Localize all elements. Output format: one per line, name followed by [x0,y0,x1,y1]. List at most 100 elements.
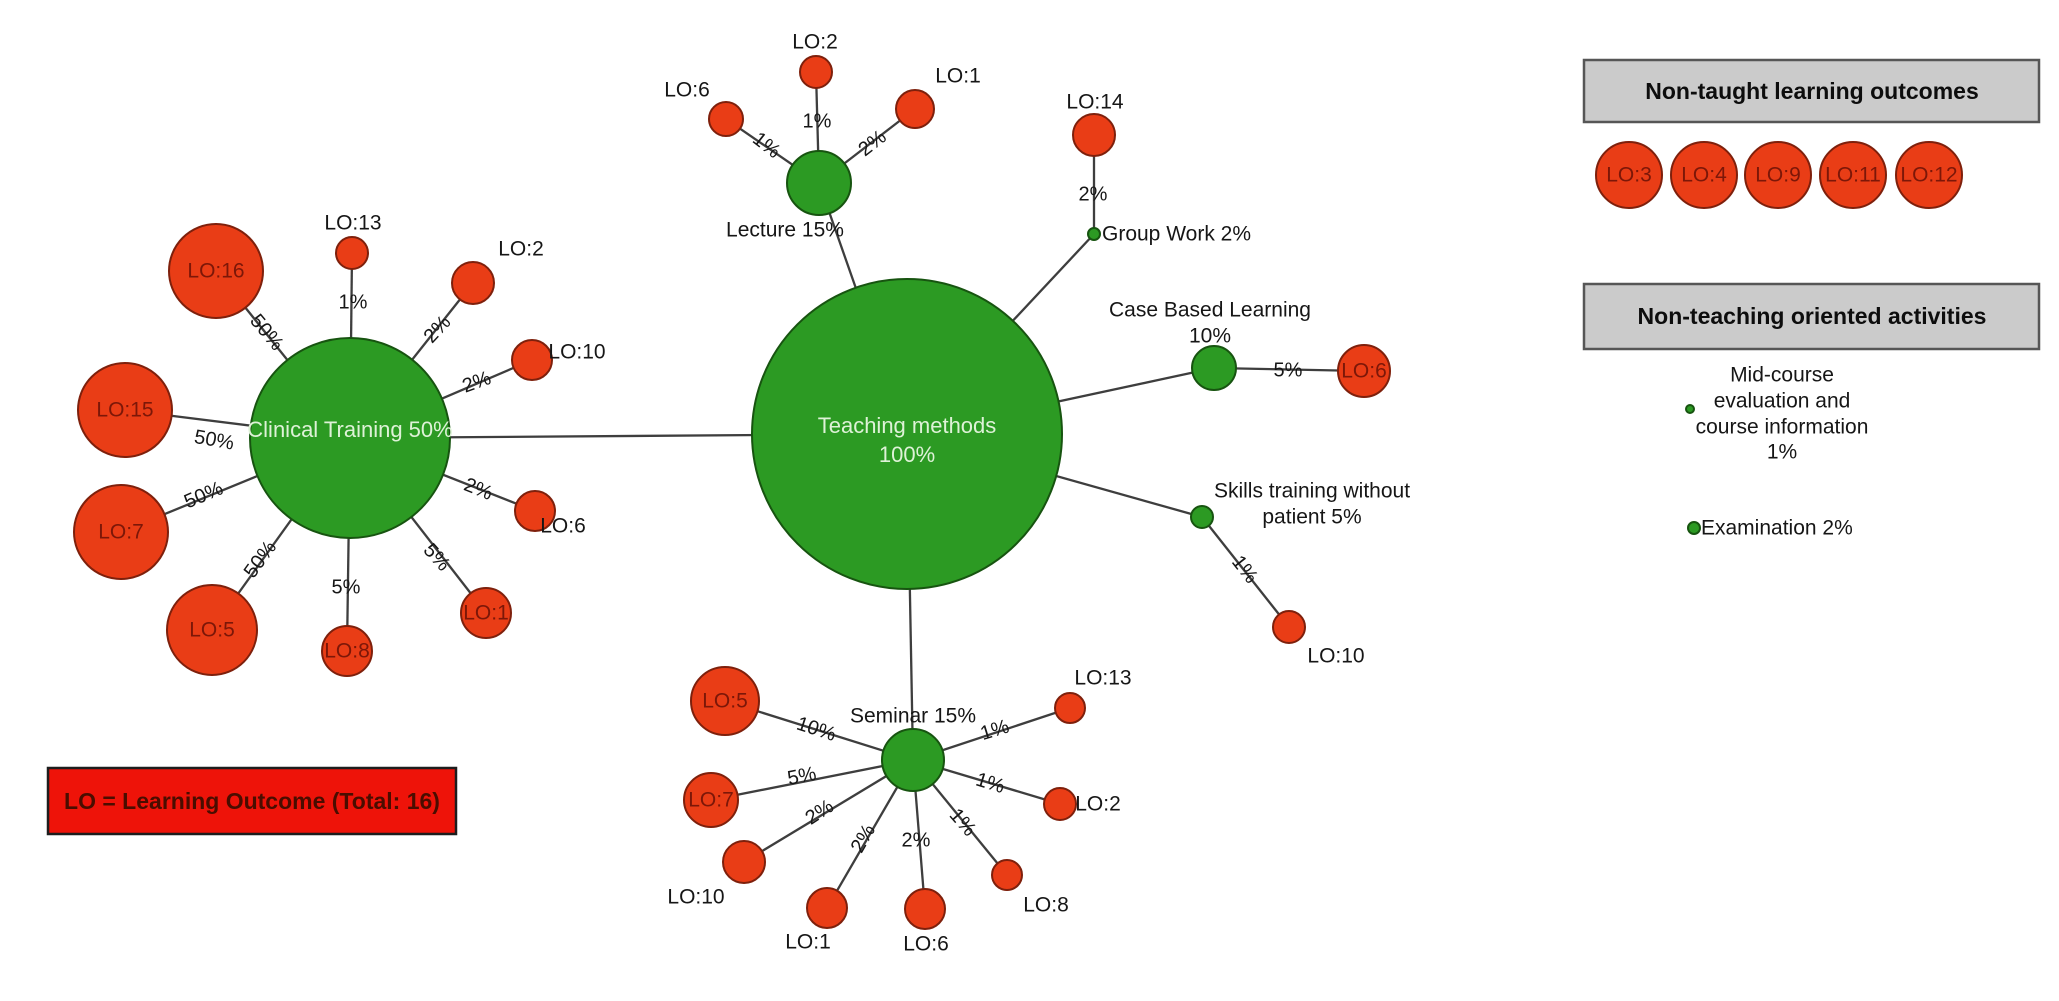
non-teaching-header-box [1582,282,2041,351]
case-based-lo6-pct: 5% [1274,359,1303,381]
non-taught-lo12-label: LO:12 [1900,164,1957,187]
clinical-lo13-pct: 1% [339,291,368,313]
lecture-lo6-pct: 1% [748,128,784,163]
clinical-lo15-pct: 50% [193,426,236,455]
lecture-lo6-label: LO:6 [664,79,710,102]
clinical-lo7-label: LO:7 [98,521,144,544]
mid-course-label-line3: course information [1696,416,1869,439]
case-based-label-line2: 10% [1189,325,1231,348]
skills-label-line1: Skills training without [1214,480,1410,503]
seminar-lo5-label: LO:5 [702,690,748,713]
clinical-lo10-label: LO:10 [548,341,605,364]
seminar-label: Seminar 15% [850,705,976,728]
node-clinical-lo16 [168,223,264,319]
edge-seminar-lo7 [710,758,914,802]
group-work-lo14-pct: 2% [1079,183,1108,205]
examination-label: Examination 2% [1701,517,1853,540]
node-clinical-lo15 [77,362,173,458]
clinical-lo7-pct: 50% [181,477,227,513]
node-group-work-lo14 [1072,113,1116,157]
mid-course-label-line2: evaluation and [1714,390,1851,413]
clinical-lo2-label: LO:2 [498,238,544,261]
node-seminar [881,728,945,792]
skills-label-line2: patient 5% [1262,506,1361,529]
non-teaching-header-title: Non-teaching oriented activities [1638,303,1987,329]
mid-course-label-line1: Mid-course [1730,364,1834,387]
case-based-lo6-label: LO:6 [1341,360,1387,383]
node-clinical-lo1 [460,587,512,639]
node-seminar-lo8 [991,859,1023,891]
node-lecture-lo2 [799,55,833,89]
edge-skills-lo10 [1201,516,1290,628]
clinical-training-label: Clinical Training 50% [247,417,452,442]
clinical-lo6-pct: 2% [461,474,496,505]
node-clinical-lo6 [514,490,556,532]
non-taught-lo4-label: LO:4 [1681,164,1727,187]
seminar-lo6-label: LO:6 [903,933,949,956]
node-clinical-lo10 [511,339,553,381]
node-layer [73,55,1963,930]
node-non-taught-lo11 [1819,141,1887,209]
teaching-methods-label-line1: Teaching methods [818,413,997,438]
seminar-lo6-pct: 2% [902,829,931,851]
node-clinical-lo8 [321,625,373,677]
lecture-label: Lecture 15% [726,219,844,242]
node-case-based-lo6 [1337,344,1391,398]
node-lecture-lo1 [895,89,935,129]
clinical-lo1-pct: 5% [419,539,455,575]
node-group-work [1087,227,1101,241]
node-skills-training [1190,505,1214,529]
seminar-lo13-pct: 1% [978,716,1012,746]
non-taught-header-box [1582,58,2041,124]
clinical-lo8-label: LO:8 [324,640,370,663]
node-seminar-lo1 [806,887,848,929]
node-teaching-methods [751,278,1063,590]
legend-text: LO = Learning Outcome (Total: 16) [64,788,440,814]
node-mid-course-evaluation [1685,404,1695,414]
node-lecture-lo6 [708,101,744,137]
clinical-lo15-label: LO:15 [96,399,153,422]
lecture-lo2-pct: 1% [803,110,832,132]
node-non-taught-lo12 [1895,141,1963,209]
skills-lo10-label: LO:10 [1307,645,1364,668]
seminar-lo5-pct: 10% [794,713,839,746]
mid-course-label-line4: 1% [1767,441,1797,464]
node-non-taught-lo4 [1670,141,1738,209]
node-seminar-lo5 [690,666,760,736]
node-seminar-lo2 [1043,787,1077,821]
seminar-lo7-label: LO:7 [688,789,734,812]
seminar-lo2-label: LO:2 [1075,793,1121,816]
node-seminar-lo10 [722,840,766,884]
node-skills-lo10 [1272,610,1306,644]
seminar-lo10-label: LO:10 [667,886,724,909]
non-taught-lo3-label: LO:3 [1606,164,1652,187]
seminar-lo8-label: LO:8 [1023,894,1069,917]
node-lecture [786,150,852,216]
clinical-lo8-pct: 5% [332,576,361,598]
seminar-lo2-pct: 1% [973,769,1007,799]
seminar-lo13-label: LO:13 [1074,667,1131,690]
clinical-lo6-label: LO:6 [540,515,586,538]
node-seminar-lo7 [683,772,739,828]
node-clinical-lo7 [73,484,169,580]
node-non-taught-lo3 [1595,141,1663,209]
clinical-lo16-label: LO:16 [187,260,244,283]
node-seminar-lo13 [1054,692,1086,724]
node-examination [1687,521,1701,535]
node-clinical-training [249,337,451,539]
seminar-lo1-label: LO:1 [785,931,831,954]
non-taught-lo11-label: LO:11 [1825,164,1881,187]
node-non-taught-lo9 [1744,141,1812,209]
clinical-lo1-label: LO:1 [463,602,509,625]
teaching-methods-label-line2: 100% [879,442,935,467]
non-taught-lo9-label: LO:9 [1755,164,1801,187]
group-work-label: Group Work 2% [1102,223,1251,246]
non-taught-header-title: Non-taught learning outcomes [1645,78,1979,104]
group-work-lo14-label: LO:14 [1066,91,1124,114]
node-seminar-lo6 [904,888,946,930]
clinical-lo5-label: LO:5 [189,619,235,642]
node-clinical-lo13 [335,236,369,270]
node-case-based-learning [1191,345,1237,391]
lecture-lo1-label: LO:1 [935,65,981,88]
